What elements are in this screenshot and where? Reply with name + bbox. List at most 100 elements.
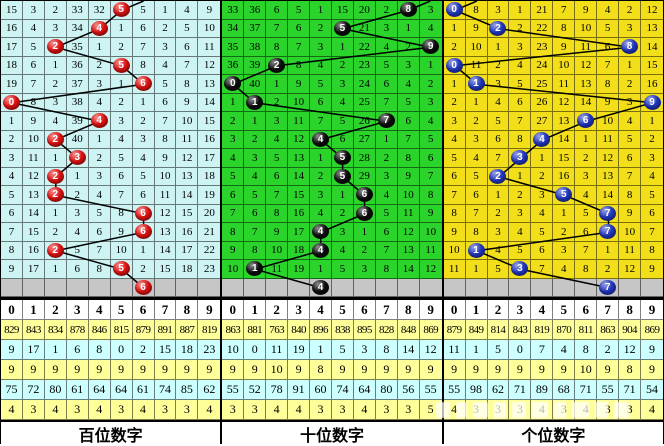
miss-count-cell: 2 (44, 75, 67, 94)
miss-count-cell: 16 (553, 167, 576, 186)
miss-count-cell: 20 (198, 204, 221, 223)
watermark-glyph (614, 402, 629, 418)
next-period-cell (487, 278, 510, 297)
frequency-row-cell: 9 (110, 360, 133, 380)
miss-count-cell: 4 (1, 167, 23, 186)
next-period-cell (419, 278, 442, 297)
miss-count-cell: 10 (397, 186, 420, 205)
miss-count-cell: 15 (22, 223, 45, 242)
miss-count-cell: 16 (22, 241, 45, 260)
frequency-row-cell: 9 (641, 360, 663, 380)
drawn-number-ball: 9 (643, 94, 661, 110)
drawn-number-ball: 2 (46, 39, 64, 55)
appear-total-row-cell: 870 (553, 320, 576, 340)
miss-count-cell: 34 (66, 19, 89, 38)
appear-total-row-cell: 848 (397, 320, 420, 340)
appear-total-row: 863 881 763 840 896 838 895 828 848 869 (222, 320, 442, 340)
miss-count-cell: 6 (88, 223, 111, 242)
miss-count-cell: 2 (132, 260, 155, 279)
digit-header-cell: 8 (619, 300, 642, 320)
frequency-row-cell: 9 (88, 360, 111, 380)
miss-count-cell: 8 (266, 204, 289, 223)
digit-header-cell: 3 (288, 300, 311, 320)
miss-count-cell: 1 (154, 1, 177, 20)
appear-total-row-cell: 763 (266, 320, 289, 340)
miss-count-cell: 2 (487, 204, 510, 223)
miss-count-cell: 0 (222, 75, 245, 94)
miss-count-cell: 3 (487, 223, 510, 242)
miss-count-cell: 12 (154, 204, 177, 223)
miss-count-cell: 3 (619, 93, 642, 112)
miss-count-cell: 11 (288, 112, 311, 131)
miss-count-cell: 3 (531, 186, 554, 205)
miss-count-cell: 5 (266, 149, 289, 168)
miss-count-cell: 6 (487, 130, 510, 149)
stats-block: 0 1 2 3 4 5 6 7 8 9 863 881 763 840 896 838 895 828 848 869… (222, 297, 442, 420)
appear-total-row-cell: 895 (353, 320, 376, 340)
miss-count-cell: 3 (222, 130, 245, 149)
miss-count-cell: 3 (553, 241, 576, 260)
miss-count-cell: 1 (310, 260, 332, 279)
miss-count-cell: 2 (88, 56, 111, 75)
next-period-cell (110, 278, 133, 297)
miss-count-cell: 11 (198, 38, 221, 57)
miss-count-cell: 8 (88, 260, 111, 279)
miss-count-cell: 38 (244, 38, 267, 57)
miss-count-cell: 3 (397, 56, 420, 75)
miss-count-cell: 8 (597, 75, 620, 94)
digit-header-cell: 9 (419, 300, 442, 320)
miss-count-cell: 14 (397, 260, 420, 279)
appear-total-row-cell: 863 (597, 320, 620, 340)
miss-count-cell: 3 (310, 186, 332, 205)
miss-count-cell: 35 (222, 38, 245, 57)
miss-count-cell: 14 (597, 186, 620, 205)
current-miss-row-cell: 12 (619, 340, 642, 360)
frequency-row-cell: 9 (443, 360, 466, 380)
max-streak-row-cell: 4 (88, 400, 111, 420)
current-miss-row-cell: 4 (553, 340, 576, 360)
next-period-cell (22, 278, 45, 297)
max-streak-row-cell: 4 (641, 400, 663, 420)
miss-count-cell: 5 (331, 167, 354, 186)
miss-count-cell: 8 (288, 56, 311, 75)
miss-count-cell: 1 (44, 260, 67, 279)
miss-count-cell: 4 (553, 260, 576, 279)
frequency-row-cell: 9 (44, 360, 67, 380)
miss-count-cell: 4 (66, 223, 89, 242)
miss-count-cell: 23 (198, 260, 221, 279)
next-number-ball: 7 (599, 279, 617, 295)
max-streak-row-cell: 3 (310, 400, 332, 420)
miss-count-cell: 6 (132, 186, 155, 205)
miss-count-cell: 8 (397, 1, 420, 20)
miss-count-cell: 1 (443, 19, 466, 38)
miss-count-cell: 6 (132, 223, 155, 242)
current-miss-row-cell: 1 (44, 340, 67, 360)
miss-count-cell: 1 (331, 38, 354, 57)
max-miss-row-cell: 64 (353, 380, 376, 400)
trend-grid: 33 36 6 5 1 15 20 2 8 3 34 37 7 6 2 5 21 3 1 4 35 38 8 7 3 1 22 4 2 9… (222, 1, 442, 297)
max-streak-row-cell: 4 (132, 400, 155, 420)
max-miss-row-cell: 80 (375, 380, 398, 400)
frequency-row-cell: 9 (597, 360, 620, 380)
next-period-cell (553, 278, 576, 297)
frequency-row-cell: 10 (575, 360, 598, 380)
drawn-number-ball: 6 (355, 187, 373, 203)
miss-count-cell: 3 (641, 149, 663, 168)
max-miss-row-cell: 80 (44, 380, 67, 400)
next-period-cell (222, 278, 245, 297)
miss-count-cell: 1 (353, 223, 376, 242)
miss-count-cell: 3 (619, 19, 642, 38)
miss-count-cell: 17 (1, 38, 23, 57)
drawn-number-ball: 2 (268, 57, 286, 73)
miss-count-cell: 4 (597, 1, 620, 20)
current-miss-row-cell: 2 (132, 340, 155, 360)
miss-count-cell: 23 (531, 38, 554, 57)
current-miss-row-cell: 9 (641, 340, 663, 360)
watermark-glyph (595, 402, 608, 418)
appear-total-row-cell: 879 (443, 320, 466, 340)
frequency-row-cell: 8 (619, 360, 642, 380)
drawn-number-ball: 5 (555, 187, 573, 203)
miss-count-cell: 13 (288, 149, 311, 168)
miss-count-cell: 5 (375, 56, 398, 75)
